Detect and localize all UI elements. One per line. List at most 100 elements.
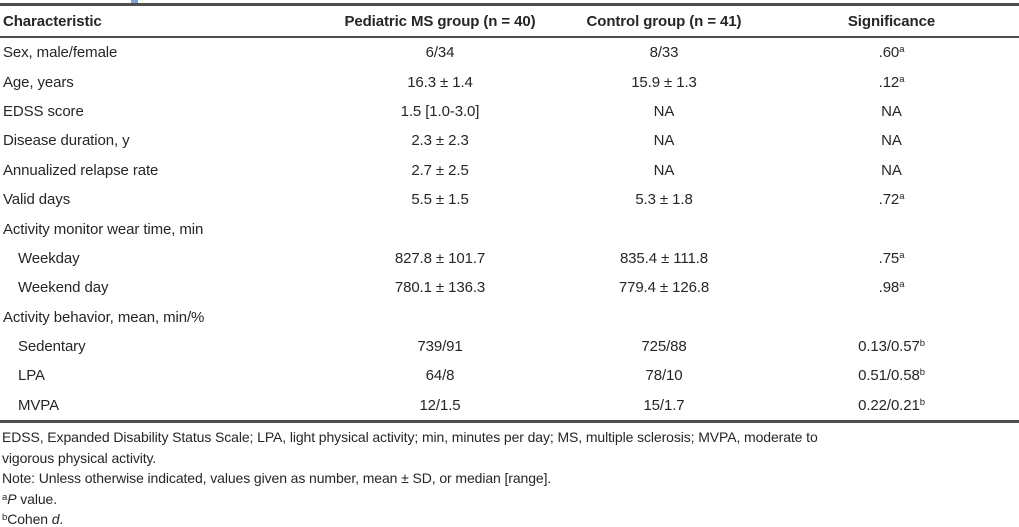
cell-control-value: 15/1.7 bbox=[643, 396, 685, 414]
cell-significance: 0.22/0.21b bbox=[764, 391, 1019, 422]
footnote-a: aP value. bbox=[2, 489, 1017, 510]
cell-control-value: 15.9 ± 1.3 bbox=[631, 73, 697, 91]
significance-value: .60 bbox=[878, 44, 900, 62]
significance-value: .12 bbox=[878, 73, 900, 91]
significance-superscript: b bbox=[919, 338, 925, 350]
table-row: Valid days 5.5 ± 1.5 5.3 ± 1.8 .72a bbox=[0, 185, 1019, 214]
table-footnotes: EDSS, Expanded Disability Status Scale; … bbox=[2, 427, 1017, 527]
cell-significance bbox=[764, 214, 1019, 243]
col-header-control-group: Control group (n = 41) bbox=[564, 4, 764, 38]
characteristics-table: Characteristic Pediatric MS group (n = 4… bbox=[0, 3, 1019, 424]
cell-control-value bbox=[564, 214, 764, 243]
table-row: Weekend day 780.1 ± 136.3 779.4 ± 126.8 .98… bbox=[0, 273, 1019, 302]
cell-pediatric-ms-value: 739/91 bbox=[417, 338, 463, 356]
footnote-b-text: Cohen bbox=[7, 511, 52, 527]
significance-superscript: b bbox=[919, 367, 925, 379]
cell-pediatric-ms-value: 64/8 bbox=[425, 367, 455, 385]
note-line: Note: Unless otherwise indicated, values… bbox=[2, 470, 552, 486]
cell-significance: .98a bbox=[764, 273, 1019, 302]
col-header-characteristic: Characteristic bbox=[0, 4, 316, 38]
cell-characteristic: Annualized relapse rate bbox=[3, 161, 159, 179]
table-row: Age, years 16.3 ± 1.4 15.9 ± 1.3 .12a bbox=[0, 67, 1019, 96]
cell-control-value: NA bbox=[653, 132, 675, 150]
table-row: LPA 64/8 78/10 0.51/0.58b bbox=[0, 361, 1019, 390]
footnote-b-italic-d: d bbox=[51, 511, 60, 527]
cell-pediatric-ms-value: 2.3 ± 2.3 bbox=[411, 132, 469, 150]
cell-pediatric-ms-value: 6/34 bbox=[425, 44, 455, 62]
significance-value: NA bbox=[881, 132, 902, 150]
cell-characteristic: Sedentary bbox=[18, 338, 86, 356]
cell-characteristic: Activity monitor wear time, min bbox=[3, 220, 204, 238]
cropped-blue-text-artifact bbox=[131, 0, 138, 3]
significance-value: 0.22/0.21 bbox=[858, 396, 920, 414]
cell-characteristic: EDSS score bbox=[3, 102, 84, 120]
footnote-a-text: value. bbox=[16, 490, 57, 507]
significance-value: 0.51/0.58 bbox=[858, 367, 920, 385]
table-row: Activity monitor wear time, min bbox=[0, 214, 1019, 243]
cell-control-value: NA bbox=[653, 161, 675, 179]
significance-value: .98 bbox=[878, 279, 900, 297]
table-body: Sex, male/female 6/34 8/33.60a Age, years 16… bbox=[0, 37, 1019, 422]
cell-pediatric-ms-value: 827.8 ± 101.7 bbox=[394, 249, 486, 267]
cell-pediatric-ms-value: 2.7 ± 2.5 bbox=[411, 161, 469, 179]
significance-superscript: a bbox=[899, 191, 905, 203]
header-row: Characteristic Pediatric MS group (n = 4… bbox=[0, 4, 1019, 38]
cell-characteristic: Weekday bbox=[18, 249, 80, 267]
significance-value: NA bbox=[881, 161, 902, 179]
cell-characteristic: Activity behavior, mean, min/% bbox=[3, 308, 205, 326]
cell-control-value: 5.3 ± 1.8 bbox=[635, 191, 693, 209]
col-header-significance: Significance bbox=[764, 4, 1019, 38]
significance-value: 0.13/0.57 bbox=[858, 338, 920, 356]
cell-significance: .12a bbox=[764, 67, 1019, 96]
cell-significance: .75a bbox=[764, 244, 1019, 273]
footnote-a-marker: a bbox=[2, 491, 8, 503]
significance-value: .75 bbox=[878, 249, 900, 267]
cell-significance: 0.51/0.58b bbox=[764, 361, 1019, 390]
cell-control-value bbox=[564, 303, 764, 332]
significance-superscript: a bbox=[899, 73, 905, 85]
table-row: Activity behavior, mean, min/% bbox=[0, 303, 1019, 332]
footnote-b-suffix: . bbox=[59, 511, 64, 527]
cell-pediatric-ms-value: 16.3 ± 1.4 bbox=[407, 73, 473, 91]
cell-control-value: 8/33 bbox=[649, 44, 679, 62]
cell-characteristic: MVPA bbox=[18, 396, 59, 414]
cell-characteristic: Valid days bbox=[3, 191, 71, 209]
significance-superscript: a bbox=[899, 279, 905, 291]
cell-significance: NA bbox=[764, 97, 1019, 126]
significance-superscript: a bbox=[899, 249, 905, 261]
cell-significance: 0.13/0.57b bbox=[764, 332, 1019, 361]
cell-significance: .60a bbox=[764, 37, 1019, 67]
cell-pediatric-ms-value: 12/1.5 bbox=[419, 396, 461, 414]
abbreviations-line-1: EDSS, Expanded Disability Status Scale; … bbox=[2, 429, 818, 445]
cell-characteristic: Sex, male/female bbox=[3, 44, 118, 62]
footnote-b: bCohen d. bbox=[2, 509, 1017, 527]
cell-pediatric-ms-value bbox=[316, 303, 564, 332]
cell-significance: .72a bbox=[764, 185, 1019, 214]
cell-control-value: NA bbox=[653, 102, 675, 120]
cell-pediatric-ms-value: 1.5 [1.0-3.0] bbox=[400, 102, 480, 120]
cell-pediatric-ms-value: 5.5 ± 1.5 bbox=[411, 191, 469, 209]
cell-characteristic: Age, years bbox=[3, 73, 74, 91]
footnote-b-marker: b bbox=[2, 512, 8, 523]
cell-characteristic: Disease duration, y bbox=[3, 132, 130, 150]
significance-superscript: b bbox=[919, 396, 925, 408]
cell-control-value: 78/10 bbox=[645, 367, 683, 385]
table-row: MVPA 12/1.5 15/1.7 0.22/0.21b bbox=[0, 391, 1019, 422]
cell-characteristic: LPA bbox=[18, 367, 45, 385]
table-row: Disease duration, y 2.3 ± 2.3 NA NA bbox=[0, 126, 1019, 155]
cell-characteristic: Weekend day bbox=[18, 279, 109, 297]
table-row: EDSS score 1.5 [1.0-3.0] NA NA bbox=[0, 97, 1019, 126]
abbreviations-line-2: vigorous physical activity. bbox=[2, 449, 157, 466]
cell-significance bbox=[764, 303, 1019, 332]
cell-control-value: 835.4 ± 111.8 bbox=[619, 249, 709, 267]
cell-significance: NA bbox=[764, 156, 1019, 185]
col-header-pediatric-ms-group: Pediatric MS group (n = 40) bbox=[316, 4, 564, 38]
cell-pediatric-ms-value: 780.1 ± 136.3 bbox=[394, 279, 486, 297]
footnote-a-italic-p: P bbox=[7, 490, 17, 507]
significance-value: NA bbox=[881, 102, 902, 120]
cell-pediatric-ms-value bbox=[316, 214, 564, 243]
cell-significance: NA bbox=[764, 126, 1019, 155]
table-row: Sex, male/female 6/34 8/33 .60a bbox=[0, 37, 1019, 67]
significance-value: .72 bbox=[878, 191, 900, 209]
